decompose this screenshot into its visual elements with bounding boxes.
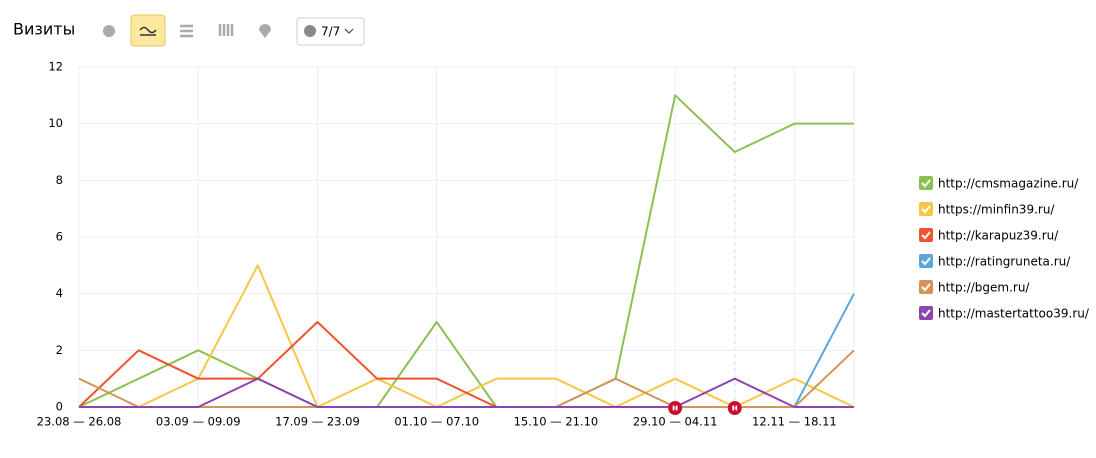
- x-tick-label: 23.08 — 26.08: [37, 415, 122, 429]
- legend-label[interactable]: http://ratingruneta.ru/: [938, 255, 1071, 269]
- series-line: [79, 377, 854, 408]
- legend-checkbox[interactable]: [919, 228, 933, 242]
- legend-checkbox[interactable]: [919, 280, 933, 294]
- legend-check: [921, 231, 931, 240]
- legend-label[interactable]: http://mastertattoo39.ru/: [938, 307, 1090, 321]
- line-icon: [139, 26, 157, 36]
- legend-checkbox[interactable]: [919, 254, 933, 268]
- series-line: [79, 264, 855, 408]
- legend-check: [921, 309, 931, 318]
- x-tick-label: 03.09 — 09.09: [156, 415, 241, 429]
- series-line: [78, 94, 854, 408]
- series-selector[interactable]: [296, 17, 365, 46]
- y-tick-label: 12: [48, 60, 63, 74]
- x-tick-label: 29.10 — 04.11: [633, 415, 718, 429]
- y-tick-label: 4: [56, 286, 63, 300]
- annotation-label: н: [732, 404, 738, 414]
- y-tick-label: 8: [56, 173, 63, 187]
- legend-label[interactable]: https://minfin39.ru/: [938, 203, 1055, 217]
- legend-check: [921, 257, 931, 266]
- annotation-marker[interactable]: [668, 401, 683, 415]
- y-tick-label: 10: [48, 116, 63, 130]
- map-icon[interactable]: [259, 24, 271, 38]
- legend-checkbox[interactable]: [919, 202, 933, 216]
- legend-checkbox[interactable]: [919, 306, 933, 320]
- x-tick-label: 12.11 — 18.11: [752, 415, 837, 429]
- legend-checkbox[interactable]: [919, 176, 933, 190]
- legend-label[interactable]: http://bgem.ru/: [938, 281, 1030, 295]
- legend-label[interactable]: http://cmsmagazine.ru/: [938, 177, 1079, 191]
- legend-check: [921, 179, 931, 188]
- y-tick-label: 0: [56, 400, 63, 414]
- x-tick-label: 15.10 — 21.10: [514, 415, 599, 429]
- y-tick-label: 6: [56, 230, 63, 244]
- x-tick-label: 17.09 — 23.09: [275, 415, 360, 429]
- bubble-icon: [304, 25, 316, 37]
- legend-label[interactable]: http://karapuz39.ru/: [938, 229, 1059, 243]
- chevron: [344, 28, 354, 34]
- legend-check: [921, 205, 931, 214]
- series-line: [78, 349, 855, 408]
- toolbar-icons[interactable]: [103, 14, 271, 47]
- annotation-marker[interactable]: [727, 401, 742, 415]
- x-tick-label: 01.10 — 07.10: [394, 415, 479, 429]
- pie-icon[interactable]: [103, 25, 115, 37]
- y-tick-label: 2: [56, 343, 63, 357]
- legend-check: [921, 283, 931, 292]
- area-icon[interactable]: [180, 24, 193, 38]
- annotation-label: н: [672, 404, 678, 414]
- report-title: Визиты: [13, 20, 75, 39]
- selector-label: 7/7: [321, 25, 340, 39]
- bar-icon[interactable]: [218, 24, 234, 36]
